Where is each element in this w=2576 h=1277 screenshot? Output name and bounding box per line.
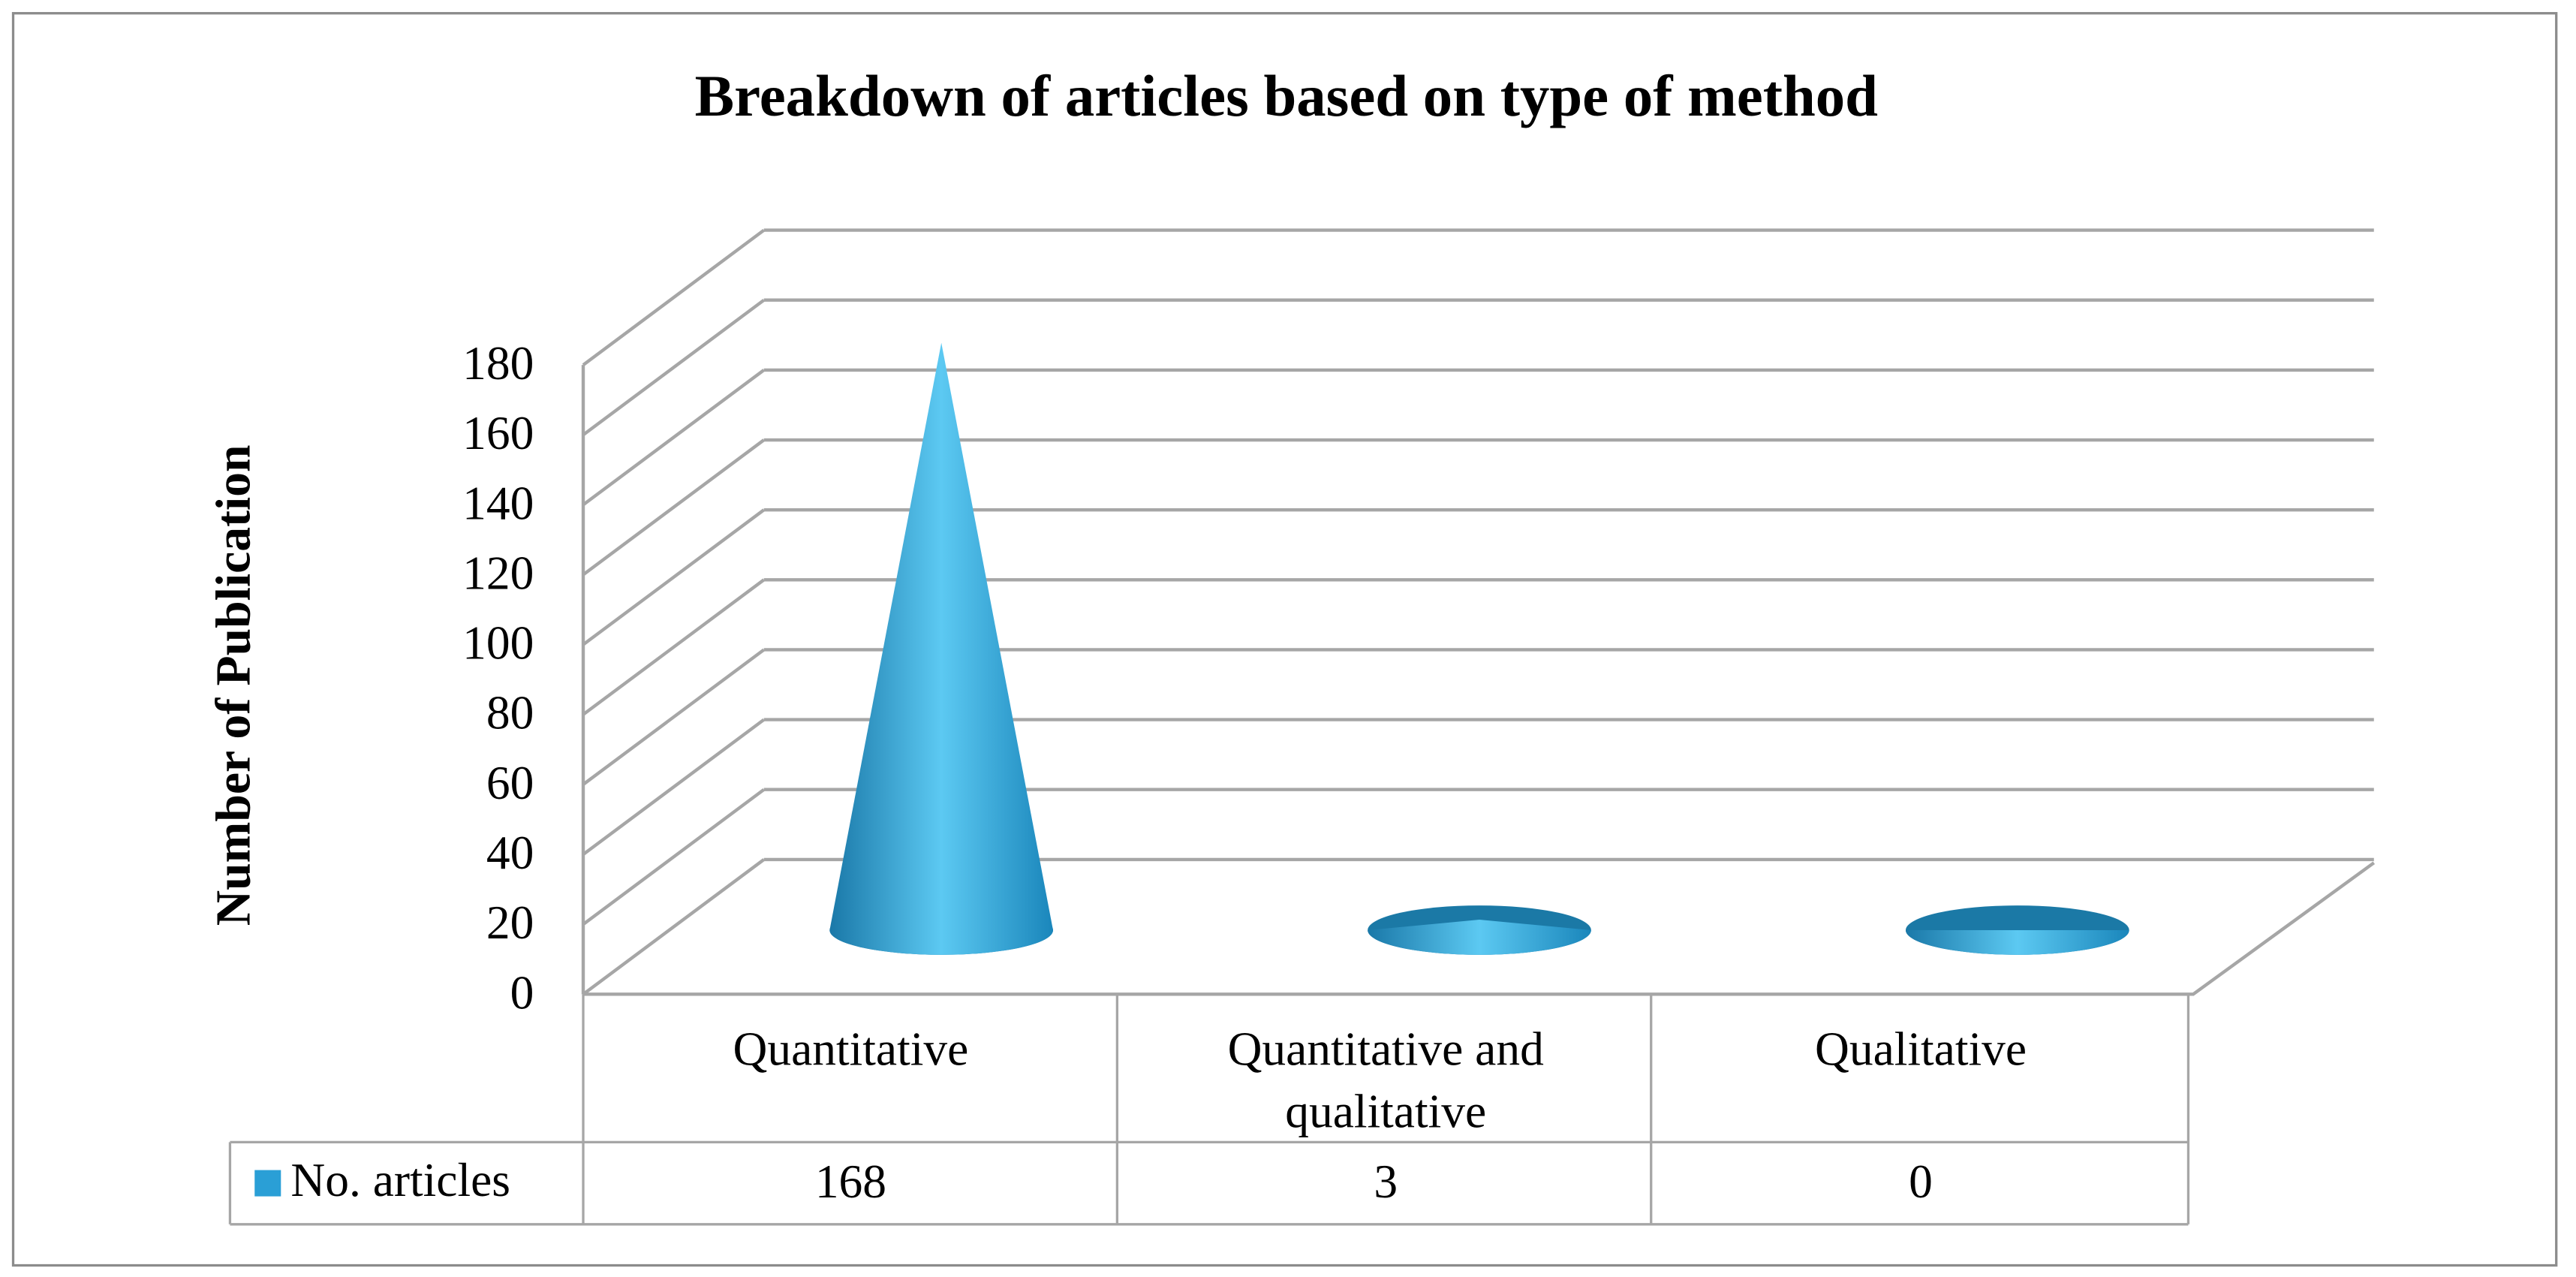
x-tick-label: Quantitative [733, 1023, 969, 1077]
grid-line-side [582, 788, 766, 926]
y-tick-label: 0 [510, 965, 534, 1019]
chart-border [11, 12, 2558, 1267]
table-value: 168 [815, 1155, 886, 1208]
legend-label: No. articles [290, 1153, 510, 1206]
table-value: 0 [1909, 1155, 1933, 1208]
x-category-cell: Qualitative [1815, 1023, 2027, 1077]
grid-line-side [582, 578, 766, 716]
y-tick-label: 120 [462, 546, 534, 599]
x-tick-label: Qualitative [1815, 1023, 2027, 1077]
y-tick-label: 180 [462, 336, 534, 390]
grid-line-side [582, 648, 766, 786]
grid-line-side [582, 508, 766, 646]
x-tick-label: Quantitative and qualitative [1227, 1023, 1544, 1139]
y-tick-label: 160 [462, 406, 534, 459]
y-tick-label: 80 [486, 686, 534, 739]
grid-line-side [582, 369, 766, 507]
grid-line-side [582, 228, 766, 366]
x-category-cell: Quantitative [733, 1023, 969, 1077]
y-tick-label: 20 [486, 896, 534, 949]
table-value: 3 [1374, 1155, 1398, 1208]
grid-line-side [582, 718, 766, 856]
cone [1905, 930, 2129, 955]
cone [1368, 920, 1591, 955]
floor-edge [583, 861, 2376, 996]
legend-swatch [254, 1170, 281, 1197]
grid-line-side [582, 858, 766, 996]
plot-area [581, 365, 2376, 996]
y-tick-label: 60 [486, 756, 534, 809]
data-table [228, 994, 2190, 1226]
grid-line-side [582, 298, 766, 436]
grid-line-side [582, 438, 766, 577]
y-tick-label: 100 [462, 616, 534, 670]
cone [829, 342, 1054, 955]
x-category-cell: Quantitative and qualitative [1227, 1023, 1544, 1139]
y-tick-label: 40 [486, 826, 534, 879]
chart-title: Breakdown of articles based on type of m… [695, 64, 1878, 129]
y-axis-title: Number of Publication [206, 444, 260, 926]
y-tick-label: 140 [462, 476, 534, 529]
